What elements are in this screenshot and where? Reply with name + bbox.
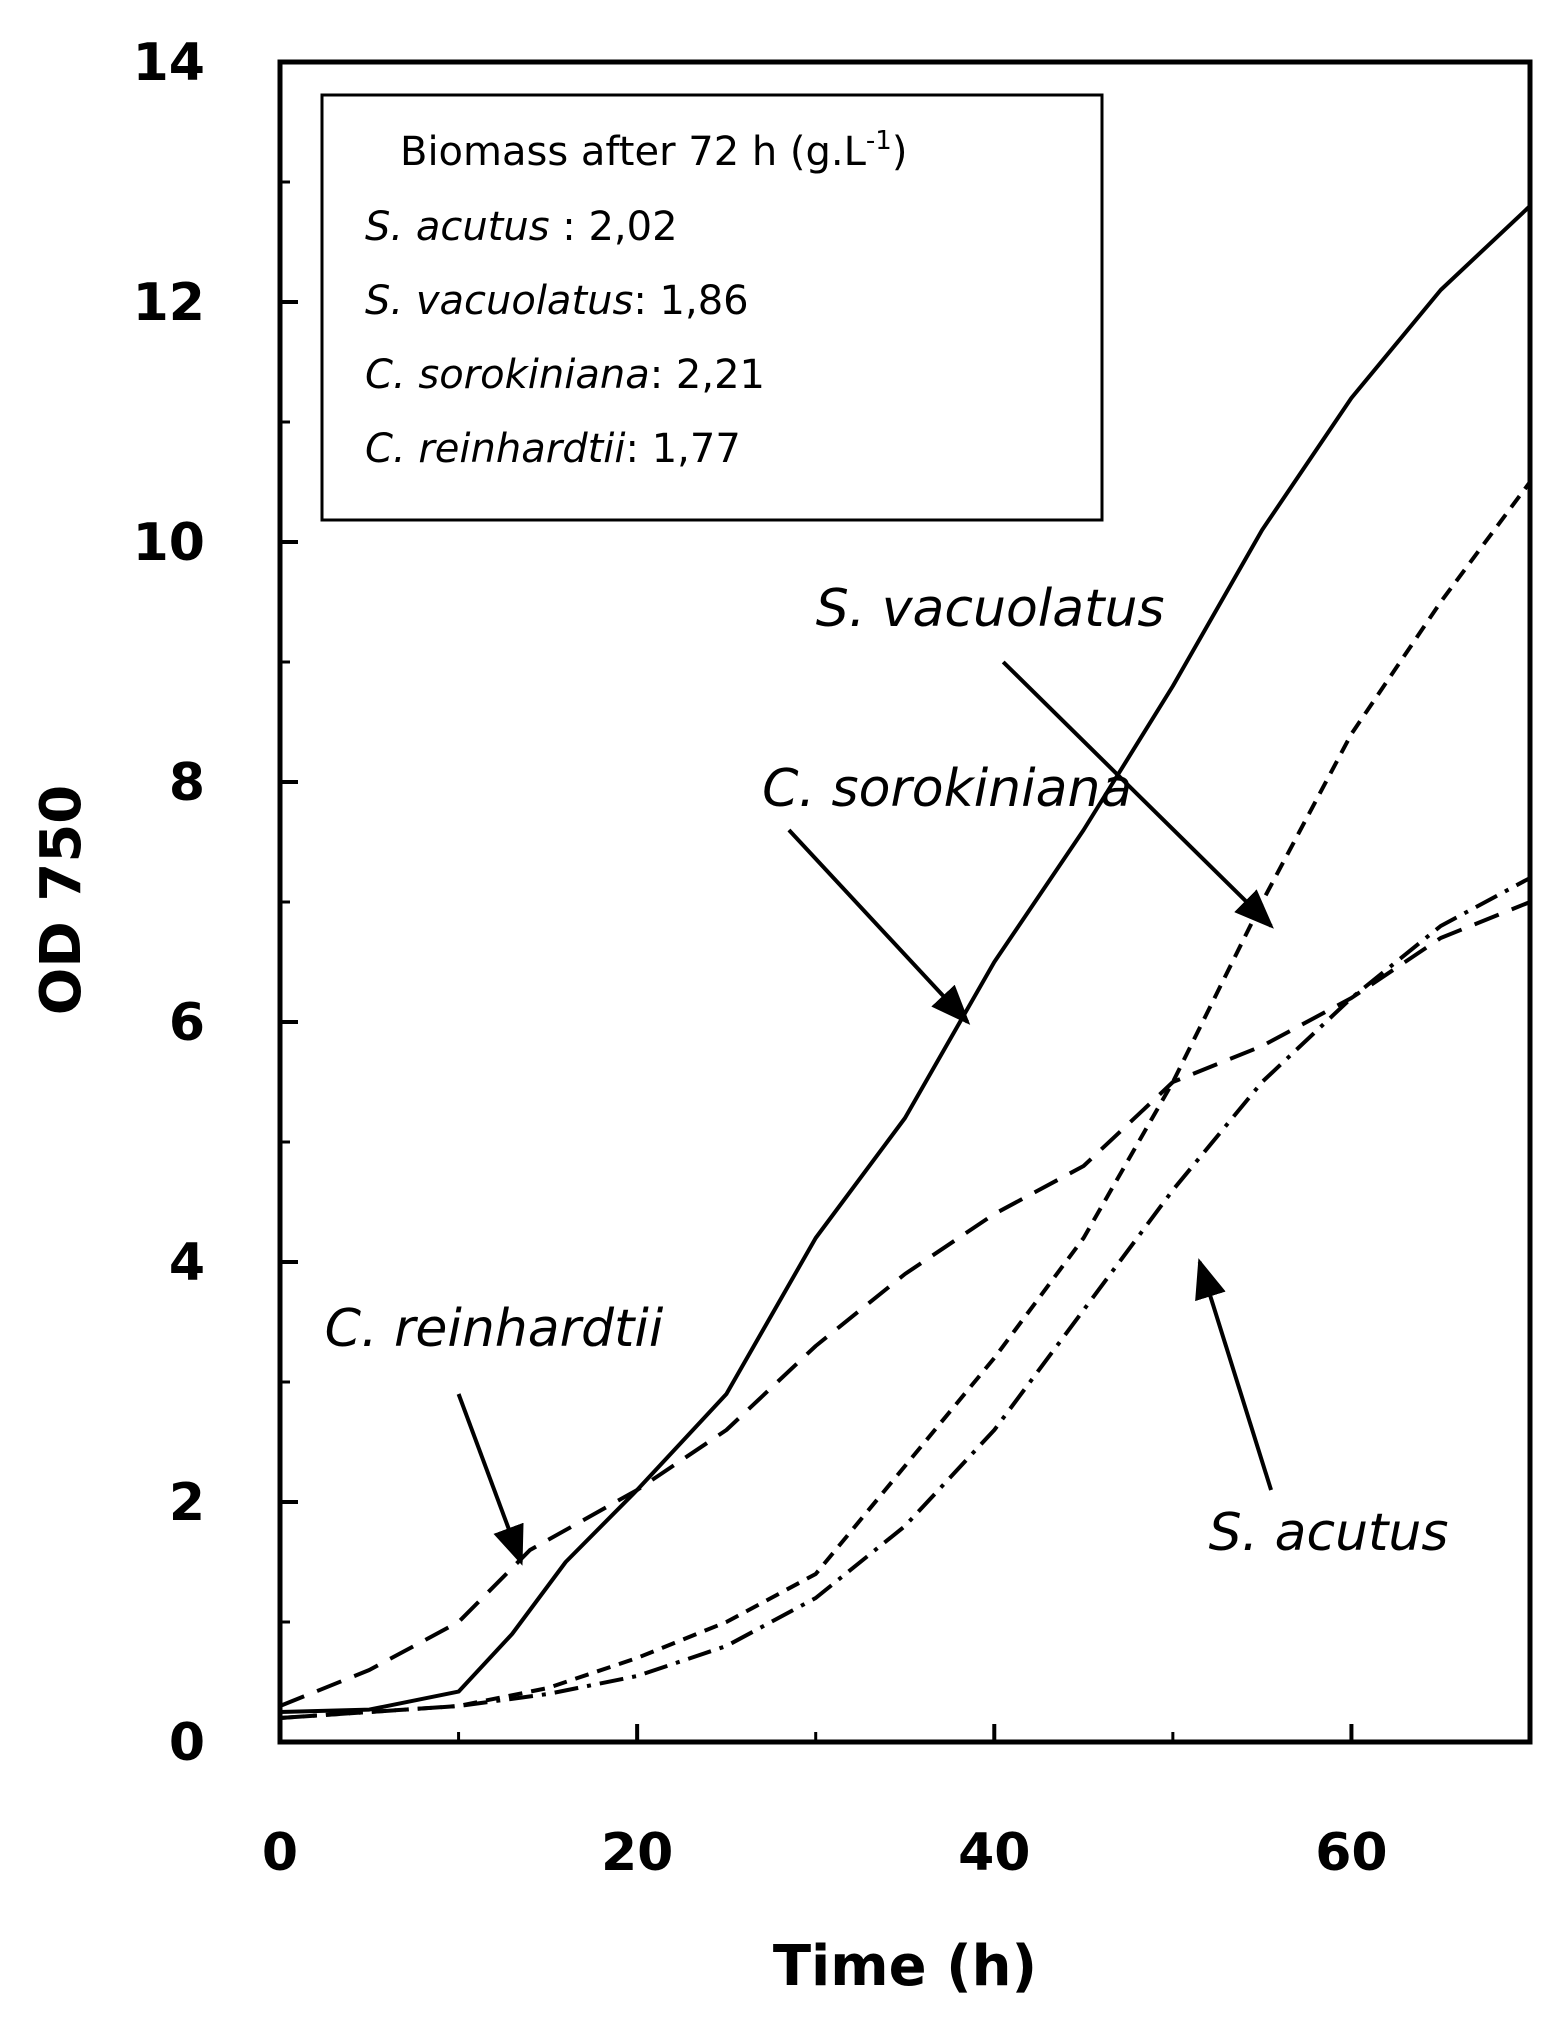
x-tick-label-60: 60 <box>1315 1823 1387 1883</box>
y-axis-title: OD 750 <box>29 785 94 1015</box>
info-row-s-vacuolatus: S. vacuolatus: 1,86 <box>365 278 749 324</box>
x-axis-title: Time (h) <box>773 1934 1037 1999</box>
series-label-c-reinhardtii: C. reinhardtii <box>325 1299 664 1359</box>
y-tick-label-4: 4 <box>169 1233 205 1293</box>
series-label-c-sorokiniana: C. sorokiniana <box>762 759 1132 819</box>
series-line-c-sorokiniana <box>279 204 1532 1714</box>
arrow-c-reinhardtii <box>456 1393 524 1566</box>
info-box-frame <box>320 93 1104 522</box>
x-axis-ticks: 0 20 40 60 <box>262 1724 1388 1883</box>
annotation-layer: S. vacuolatus C. sorokiniana C. reinhardti… <box>325 579 1449 1566</box>
arrow-s-vacuolatus <box>1001 660 1274 929</box>
info-row-c-reinhardtii: C. reinhardtii: 1,77 <box>365 426 741 472</box>
arrow-s-acutus <box>1195 1258 1273 1491</box>
y-tick-label-6: 6 <box>169 993 205 1053</box>
biomass-info-box: Biomass after 72 h (g.L-1) S. acutus : 2… <box>320 93 1104 522</box>
y-axis-ticks: 0 2 4 6 8 10 12 14 <box>133 33 298 1773</box>
y-tick-label-14: 14 <box>133 33 205 93</box>
info-box-title: Biomass after 72 h (g.L-1) <box>400 126 907 175</box>
y-tick-label-12: 12 <box>133 273 205 333</box>
x-tick-label-20: 20 <box>601 1823 673 1883</box>
series-layer <box>279 204 1532 1720</box>
arrow-c-sorokiniana <box>787 828 971 1025</box>
info-row-c-sorokiniana: C. sorokiniana: 2,21 <box>365 352 765 398</box>
y-tick-label-10: 10 <box>133 513 205 573</box>
y-tick-label-2: 2 <box>169 1473 205 1533</box>
y-tick-label-0: 0 <box>169 1713 205 1773</box>
y-tick-label-8: 8 <box>169 753 205 813</box>
series-label-s-vacuolatus: S. vacuolatus <box>816 579 1165 639</box>
x-tick-label-0: 0 <box>262 1823 298 1883</box>
series-label-s-acutus: S. acutus <box>1209 1503 1449 1563</box>
series-line-s-acutus <box>279 876 1531 1720</box>
x-tick-label-40: 40 <box>958 1823 1030 1883</box>
series-line-s-vacuolatus <box>279 480 1532 1720</box>
series-line-c-reinhardtii <box>279 900 1531 1708</box>
info-row-s-acutus: S. acutus : 2,02 <box>365 204 678 250</box>
